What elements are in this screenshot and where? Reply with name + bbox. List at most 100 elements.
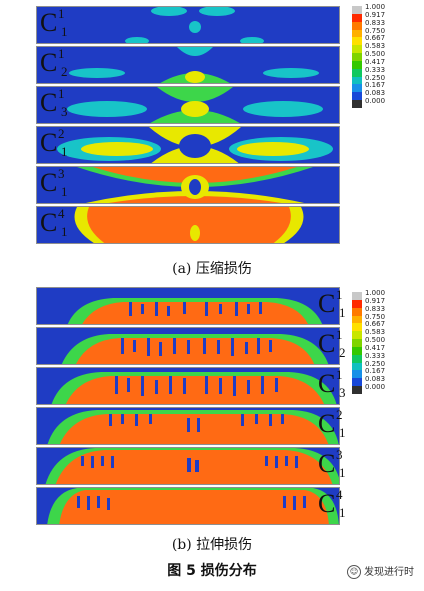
legend-swatch [352, 299, 362, 308]
tension-label-1: C 1 1 [318, 287, 346, 320]
tension-contour-5 [37, 448, 339, 484]
compression-contour-1 [37, 7, 339, 43]
compression-contour-2 [37, 47, 339, 83]
legend-swatch [352, 378, 362, 387]
legend-entry: 0.250 [352, 359, 416, 371]
legend-entry: 1.000 [352, 3, 416, 14]
compression-label-5: C 3 1 [40, 166, 68, 199]
legend-swatch [352, 92, 362, 101]
compression-panel-2 [36, 46, 340, 84]
legend-swatch [352, 362, 362, 371]
tension-label-4: C 2 1 [318, 407, 346, 440]
legend-value: 0.667 [365, 320, 386, 329]
legend-entry: 0.667 [352, 34, 416, 46]
legend-value: 0.500 [365, 50, 386, 59]
legend-swatch [352, 60, 362, 69]
brand-name: 发现进行时 [364, 567, 414, 578]
legend-swatch [352, 292, 362, 300]
legend-entry: 0.167 [352, 367, 416, 379]
legend-entry: 0.417 [352, 58, 416, 69]
legend-entry: 0.000 [352, 97, 416, 108]
legend-swatch [352, 339, 362, 347]
legend-entry: 0.167 [352, 81, 416, 93]
legend-value: 0.833 [365, 304, 386, 313]
compression-label-3: C 1 3 [40, 86, 68, 119]
legend-entry: 0.833 [352, 304, 416, 316]
compression-caption: (a) 压缩损伤 [172, 261, 252, 277]
legend-swatch [352, 323, 362, 332]
legend-value: 0.750 [365, 312, 386, 321]
legend-entry: 0.500 [352, 50, 416, 61]
legend-value: 0.917 [365, 10, 386, 19]
legend-swatch [352, 37, 362, 46]
legend-value: 0.333 [365, 65, 386, 74]
legend-entry: 0.667 [352, 320, 416, 332]
compression-contour-6 [37, 207, 339, 243]
legend-value: 0.167 [365, 367, 386, 376]
legend-swatch [352, 386, 362, 394]
legend-entry: 0.333 [352, 65, 416, 77]
legend-value: 0.000 [365, 97, 386, 106]
tension-panel-1 [36, 287, 340, 325]
tension-contour-6 [37, 488, 339, 524]
legend-entry: 0.083 [352, 89, 416, 101]
tension-panel-2 [36, 327, 340, 365]
legend-value: 0.417 [365, 343, 386, 352]
legend-value: 0.917 [365, 296, 386, 305]
legend-entry: 0.417 [352, 343, 416, 355]
legend-value: 0.167 [365, 81, 386, 90]
legend-value: 0.583 [365, 328, 386, 337]
legend-entry: 0.583 [352, 328, 416, 340]
legend-value: 1.000 [365, 289, 386, 297]
compression-color-legend: 1.000 0.917 0.833 0.750 0.667 0.583 0.500 0.417… [352, 3, 416, 108]
tension-caption: (b) 拉伸损伤 [171, 537, 253, 553]
legend-value: 0.500 [365, 336, 386, 345]
legend-swatch [352, 370, 362, 379]
legend-swatch [352, 29, 362, 38]
legend-value: 0.083 [365, 375, 386, 384]
legend-entry: 0.250 [352, 73, 416, 85]
legend-entry: 0.917 [352, 10, 416, 22]
tension-contour-1 [37, 288, 339, 324]
legend-swatch [352, 21, 362, 30]
legend-value: 0.833 [365, 18, 386, 27]
legend-swatch [352, 68, 362, 77]
compression-label-1: C 1 1 [40, 6, 68, 39]
legend-entry: 1.000 [352, 289, 416, 300]
tension-panel-6 [36, 487, 340, 525]
figure-title: 图 5 损伤分布 [167, 563, 257, 579]
legend-value: 0.333 [365, 351, 386, 360]
tension-label-2: C 1 2 [318, 327, 346, 360]
wechat-logo-icon: ☺ [347, 565, 361, 579]
legend-swatch [352, 76, 362, 85]
compression-panel-3 [36, 86, 340, 124]
legend-swatch [352, 45, 362, 54]
compression-contour-3 [37, 87, 339, 123]
legend-swatch [352, 315, 362, 324]
legend-value: 1.000 [365, 3, 386, 11]
compression-contour-5 [37, 167, 339, 203]
tension-color-legend: 1.000 0.917 0.833 0.750 0.667 0.583 0.500 0.417… [352, 289, 416, 394]
compression-label-4: C 2 1 [40, 126, 68, 159]
tension-panel-5 [36, 447, 340, 485]
legend-entry: 0.000 [352, 383, 416, 394]
compression-panel-1 [36, 6, 340, 44]
legend-swatch [352, 13, 362, 22]
legend-value: 0.583 [365, 42, 386, 51]
wechat-brand: ☺ 发现进行时 [347, 563, 414, 579]
legend-entry: 0.333 [352, 351, 416, 363]
legend-entry: 0.500 [352, 336, 416, 347]
legend-swatch [352, 354, 362, 363]
compression-label-2: C 1 2 [40, 46, 68, 79]
tension-contour-3 [37, 368, 339, 404]
legend-swatch [352, 53, 362, 61]
compression-panel-4 [36, 126, 340, 164]
legend-value: 0.250 [365, 73, 386, 82]
legend-swatch [352, 307, 362, 316]
legend-swatch [352, 346, 362, 355]
compression-panel-6 [36, 206, 340, 244]
legend-value: 0.750 [365, 26, 386, 35]
legend-value: 0.000 [365, 383, 386, 392]
legend-value: 0.250 [365, 359, 386, 368]
legend-swatch [352, 100, 362, 108]
